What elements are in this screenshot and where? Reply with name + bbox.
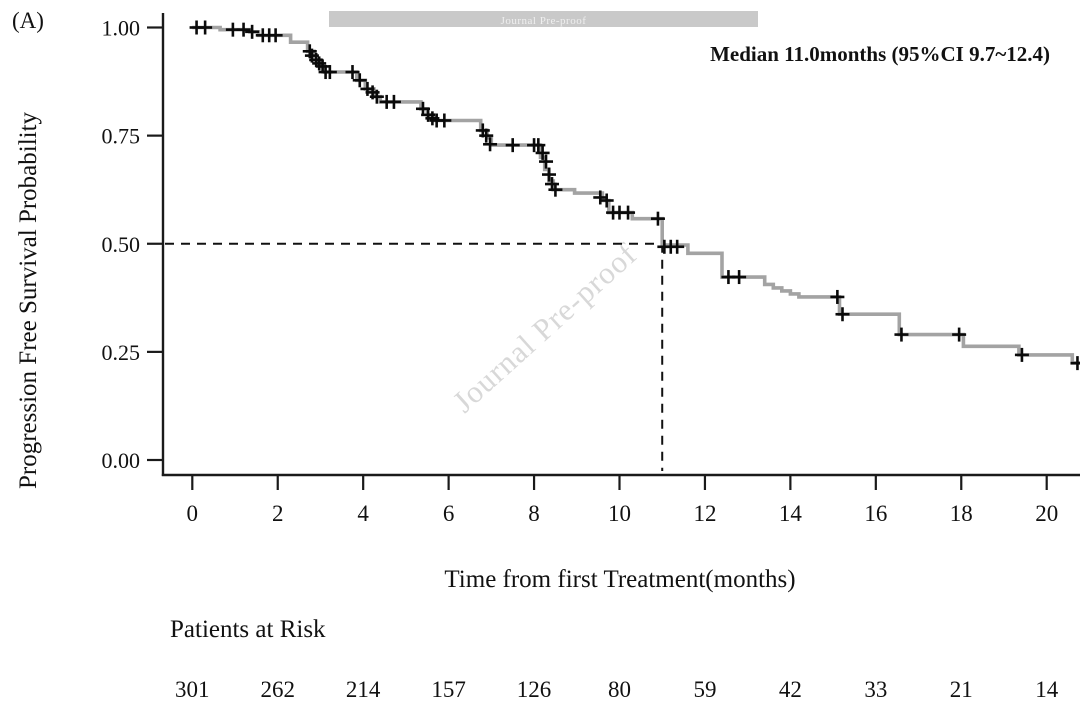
x-tick-label: 20 — [1035, 501, 1058, 526]
x-tick-label: 10 — [608, 501, 631, 526]
at-risk-count: 214 — [346, 677, 381, 702]
x-tick-label: 2 — [272, 501, 284, 526]
x-tick-label: 6 — [443, 501, 455, 526]
journal-preproof-banner-text: Journal Pre-proof — [500, 15, 587, 27]
y-tick-label: 1.00 — [102, 16, 141, 41]
at-risk-count: 21 — [950, 677, 973, 702]
y-tick-label: 0.75 — [102, 124, 141, 149]
at-risk-count: 59 — [693, 677, 716, 702]
at-risk-count: 301 — [175, 677, 210, 702]
at-risk-count: 33 — [864, 677, 887, 702]
at-risk-count: 42 — [779, 677, 802, 702]
y-tick-label: 0.50 — [102, 232, 141, 257]
x-tick-label: 0 — [187, 501, 199, 526]
at-risk-count: 157 — [431, 677, 466, 702]
y-tick-label: 0.00 — [102, 448, 141, 473]
x-tick-label: 16 — [864, 501, 887, 526]
median-annotation: Median 11.0months (95%CI 9.7~12.4) — [710, 42, 1050, 66]
at-risk-count: 80 — [608, 677, 631, 702]
at-risk-count: 126 — [517, 677, 552, 702]
x-tick-label: 12 — [693, 501, 716, 526]
y-tick-label: 0.25 — [102, 340, 141, 365]
x-axis-title: Time from first Treatment(months) — [444, 566, 796, 593]
x-tick-label: 14 — [779, 501, 803, 526]
at-risk-count: 262 — [260, 677, 295, 702]
x-tick-label: 4 — [357, 501, 369, 526]
panel-label: (A) — [12, 8, 44, 33]
patients-at-risk-label: Patients at Risk — [170, 616, 326, 643]
x-tick-label: 18 — [950, 501, 973, 526]
journal-preproof-banner: Journal Pre-proof — [329, 11, 758, 27]
at-risk-count: 14 — [1035, 677, 1059, 702]
x-tick-label: 8 — [528, 501, 540, 526]
